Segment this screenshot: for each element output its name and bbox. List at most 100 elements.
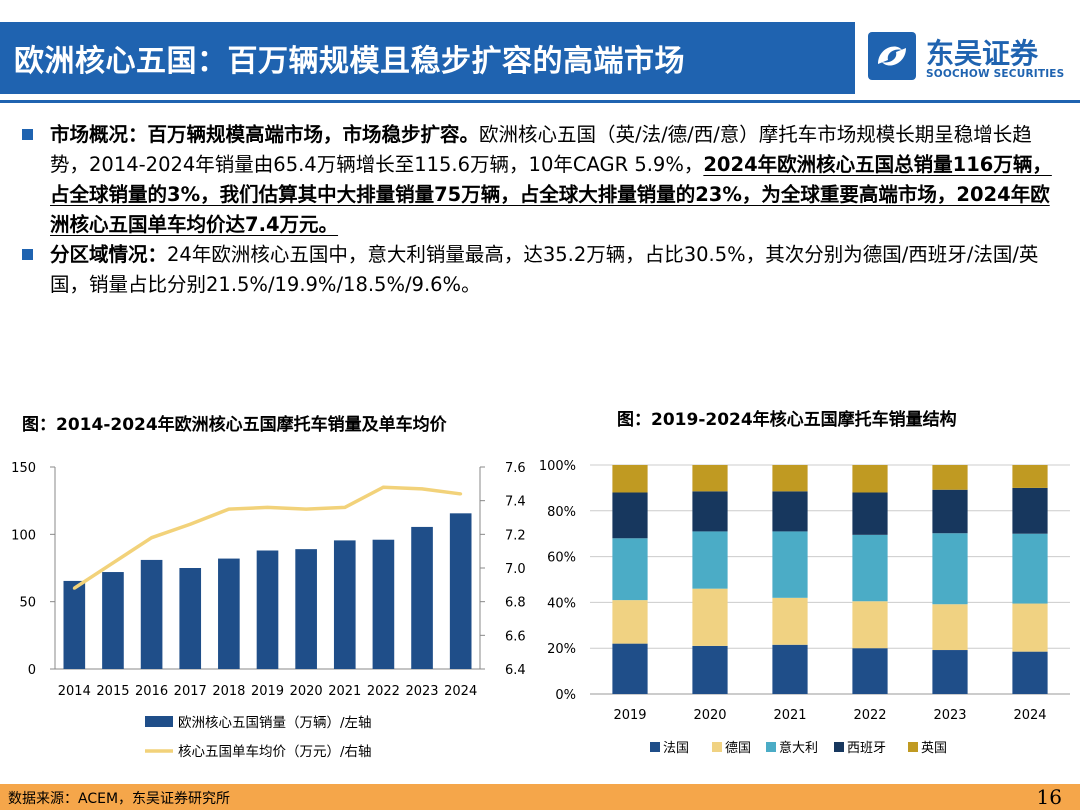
x-tick-label: 2019 xyxy=(613,708,646,723)
y-tick-label: 40% xyxy=(547,596,576,611)
right-tick-label: 7.6 xyxy=(505,461,526,476)
stack-segment xyxy=(1012,533,1048,604)
legend-swatch xyxy=(908,742,918,752)
left-tick-label: 0 xyxy=(28,663,36,678)
x-tick-label: 2024 xyxy=(444,684,477,699)
x-tick-label: 2014 xyxy=(58,684,91,699)
stack-segment xyxy=(772,491,808,532)
y-tick-label: 60% xyxy=(547,551,576,566)
bullet-text: 24年欧洲核心五国中，意大利销量最高，达35.2万辆，占比30.5%，其次分别为… xyxy=(50,243,1039,296)
sales-bar xyxy=(179,568,202,669)
stack-segment xyxy=(612,600,648,644)
x-tick-label: 2022 xyxy=(853,708,886,723)
price-point xyxy=(72,586,76,590)
legend-bar-label: 欧洲核心五国销量（万辆）/左轴 xyxy=(178,715,372,731)
sales-bar xyxy=(140,559,163,669)
legend-swatch xyxy=(766,742,776,752)
sales-structure-chart: 0% 20% 40% 60% 80% 100% 2019 2020 2021 2022 2023 20… xyxy=(540,459,1070,756)
stack-segment xyxy=(852,534,888,602)
price-point xyxy=(150,536,154,540)
sales-bar xyxy=(256,550,279,669)
stack-segment xyxy=(852,601,888,649)
y-tick-label: 80% xyxy=(547,505,576,520)
stack-segment xyxy=(772,531,808,598)
price-point xyxy=(381,485,385,489)
x-tick-label: 2019 xyxy=(251,684,284,699)
stack-segment xyxy=(612,643,648,694)
legend-swatch xyxy=(650,742,660,752)
stack-segment xyxy=(852,492,888,535)
stack-segment xyxy=(772,644,808,694)
sales-bar xyxy=(295,549,317,669)
stack-segment xyxy=(612,538,648,601)
legend-label: 法国 xyxy=(663,741,689,756)
stack-segment xyxy=(932,465,968,490)
bullet-square-icon xyxy=(22,249,33,260)
stack-segment xyxy=(932,604,968,651)
summary-bullets: 市场概况：百万辆规模高端市场，市场稳步扩容。欧洲核心五国（英/法/德/西/意）摩… xyxy=(22,120,1062,300)
stack-segment xyxy=(1012,487,1048,534)
bullet-regional: 分区域情况：24年欧洲核心五国中，意大利销量最高，达35.2万辆，占比30.5%… xyxy=(22,240,1062,300)
sales-price-chart: 0 50 100 150 6.4 6.6 6.8 7.0 7.2 7.4 7.6 2014 2015 20… xyxy=(11,461,526,760)
bullet-square-icon xyxy=(22,129,33,140)
header-rule xyxy=(0,100,1080,103)
stack-segment xyxy=(692,491,728,532)
stack-segment xyxy=(692,645,728,694)
x-tick-label: 2021 xyxy=(328,684,361,699)
stack-segment xyxy=(852,465,888,493)
x-tick-label: 2023 xyxy=(405,684,438,699)
sales-bar xyxy=(102,572,124,669)
stack-segment xyxy=(1012,651,1048,694)
stack-segment xyxy=(692,588,728,646)
price-point xyxy=(304,507,308,511)
stack-segment xyxy=(1012,465,1048,488)
legend-label: 意大利 xyxy=(779,740,818,756)
right-tick-label: 6.8 xyxy=(505,596,526,611)
bullet-market-overview: 市场概况：百万辆规模高端市场，市场稳步扩容。欧洲核心五国（英/法/德/西/意）摩… xyxy=(22,120,1062,240)
stack-segment xyxy=(692,465,728,492)
bullet-heading: 分区域情况： xyxy=(50,243,168,266)
legend-bar-swatch xyxy=(145,716,173,727)
left-tick-label: 50 xyxy=(19,596,36,611)
price-point xyxy=(111,561,115,565)
price-point xyxy=(343,505,347,509)
legend-swatch xyxy=(712,742,722,752)
legend-label: 德国 xyxy=(725,741,751,756)
logo-name-en: SOOCHOW SECURITIES xyxy=(926,68,1065,80)
bullet-text: 欧洲核心五国（英/法/德/西/意）摩托车市场规模长期呈稳增长趋势，2014-20… xyxy=(50,123,1032,176)
stack-segment xyxy=(1012,603,1048,652)
sales-bar xyxy=(63,580,86,669)
legend-line-label: 核心五国单车均价（万元）/右轴 xyxy=(178,743,372,760)
sales-bar xyxy=(333,540,356,669)
stack-segment xyxy=(772,465,808,492)
sales-bar xyxy=(372,539,395,669)
page-title: 欧洲核心五国：百万辆规模且稳步扩容的高端市场 xyxy=(14,44,685,79)
stack-segment xyxy=(772,597,808,645)
legend-swatch xyxy=(834,742,844,752)
x-tick-label: 2022 xyxy=(367,684,400,699)
footer-bar: 数据来源：ACEM，东吴证券研究所 16 xyxy=(0,784,1080,810)
price-point xyxy=(459,492,463,496)
legend-label: 英国 xyxy=(921,741,947,756)
price-point xyxy=(188,522,192,526)
price-point xyxy=(420,487,424,491)
logo-name-cn: 东吴证券 xyxy=(926,37,1039,70)
stack-segment xyxy=(932,650,968,694)
y-tick-label: 100% xyxy=(540,459,576,474)
price-point xyxy=(266,505,269,509)
legend-label: 西班牙 xyxy=(847,741,886,756)
y-tick-label: 20% xyxy=(547,642,576,657)
chart2-title: 图：2019-2024年核心五国摩托车销量结构 xyxy=(617,410,957,430)
left-tick-label: 100 xyxy=(11,528,36,543)
stack-segment xyxy=(612,492,648,539)
soochow-logo-icon xyxy=(868,32,916,80)
sales-bar xyxy=(411,526,433,669)
x-tick-label: 2021 xyxy=(773,708,806,723)
page-number: 16 xyxy=(1036,785,1062,809)
sales-bar xyxy=(218,558,240,669)
right-tick-label: 6.4 xyxy=(505,663,526,678)
stack-segment xyxy=(692,531,728,589)
left-tick-label: 150 xyxy=(11,461,36,476)
right-tick-label: 7.0 xyxy=(505,562,526,577)
x-tick-label: 2018 xyxy=(212,684,245,699)
